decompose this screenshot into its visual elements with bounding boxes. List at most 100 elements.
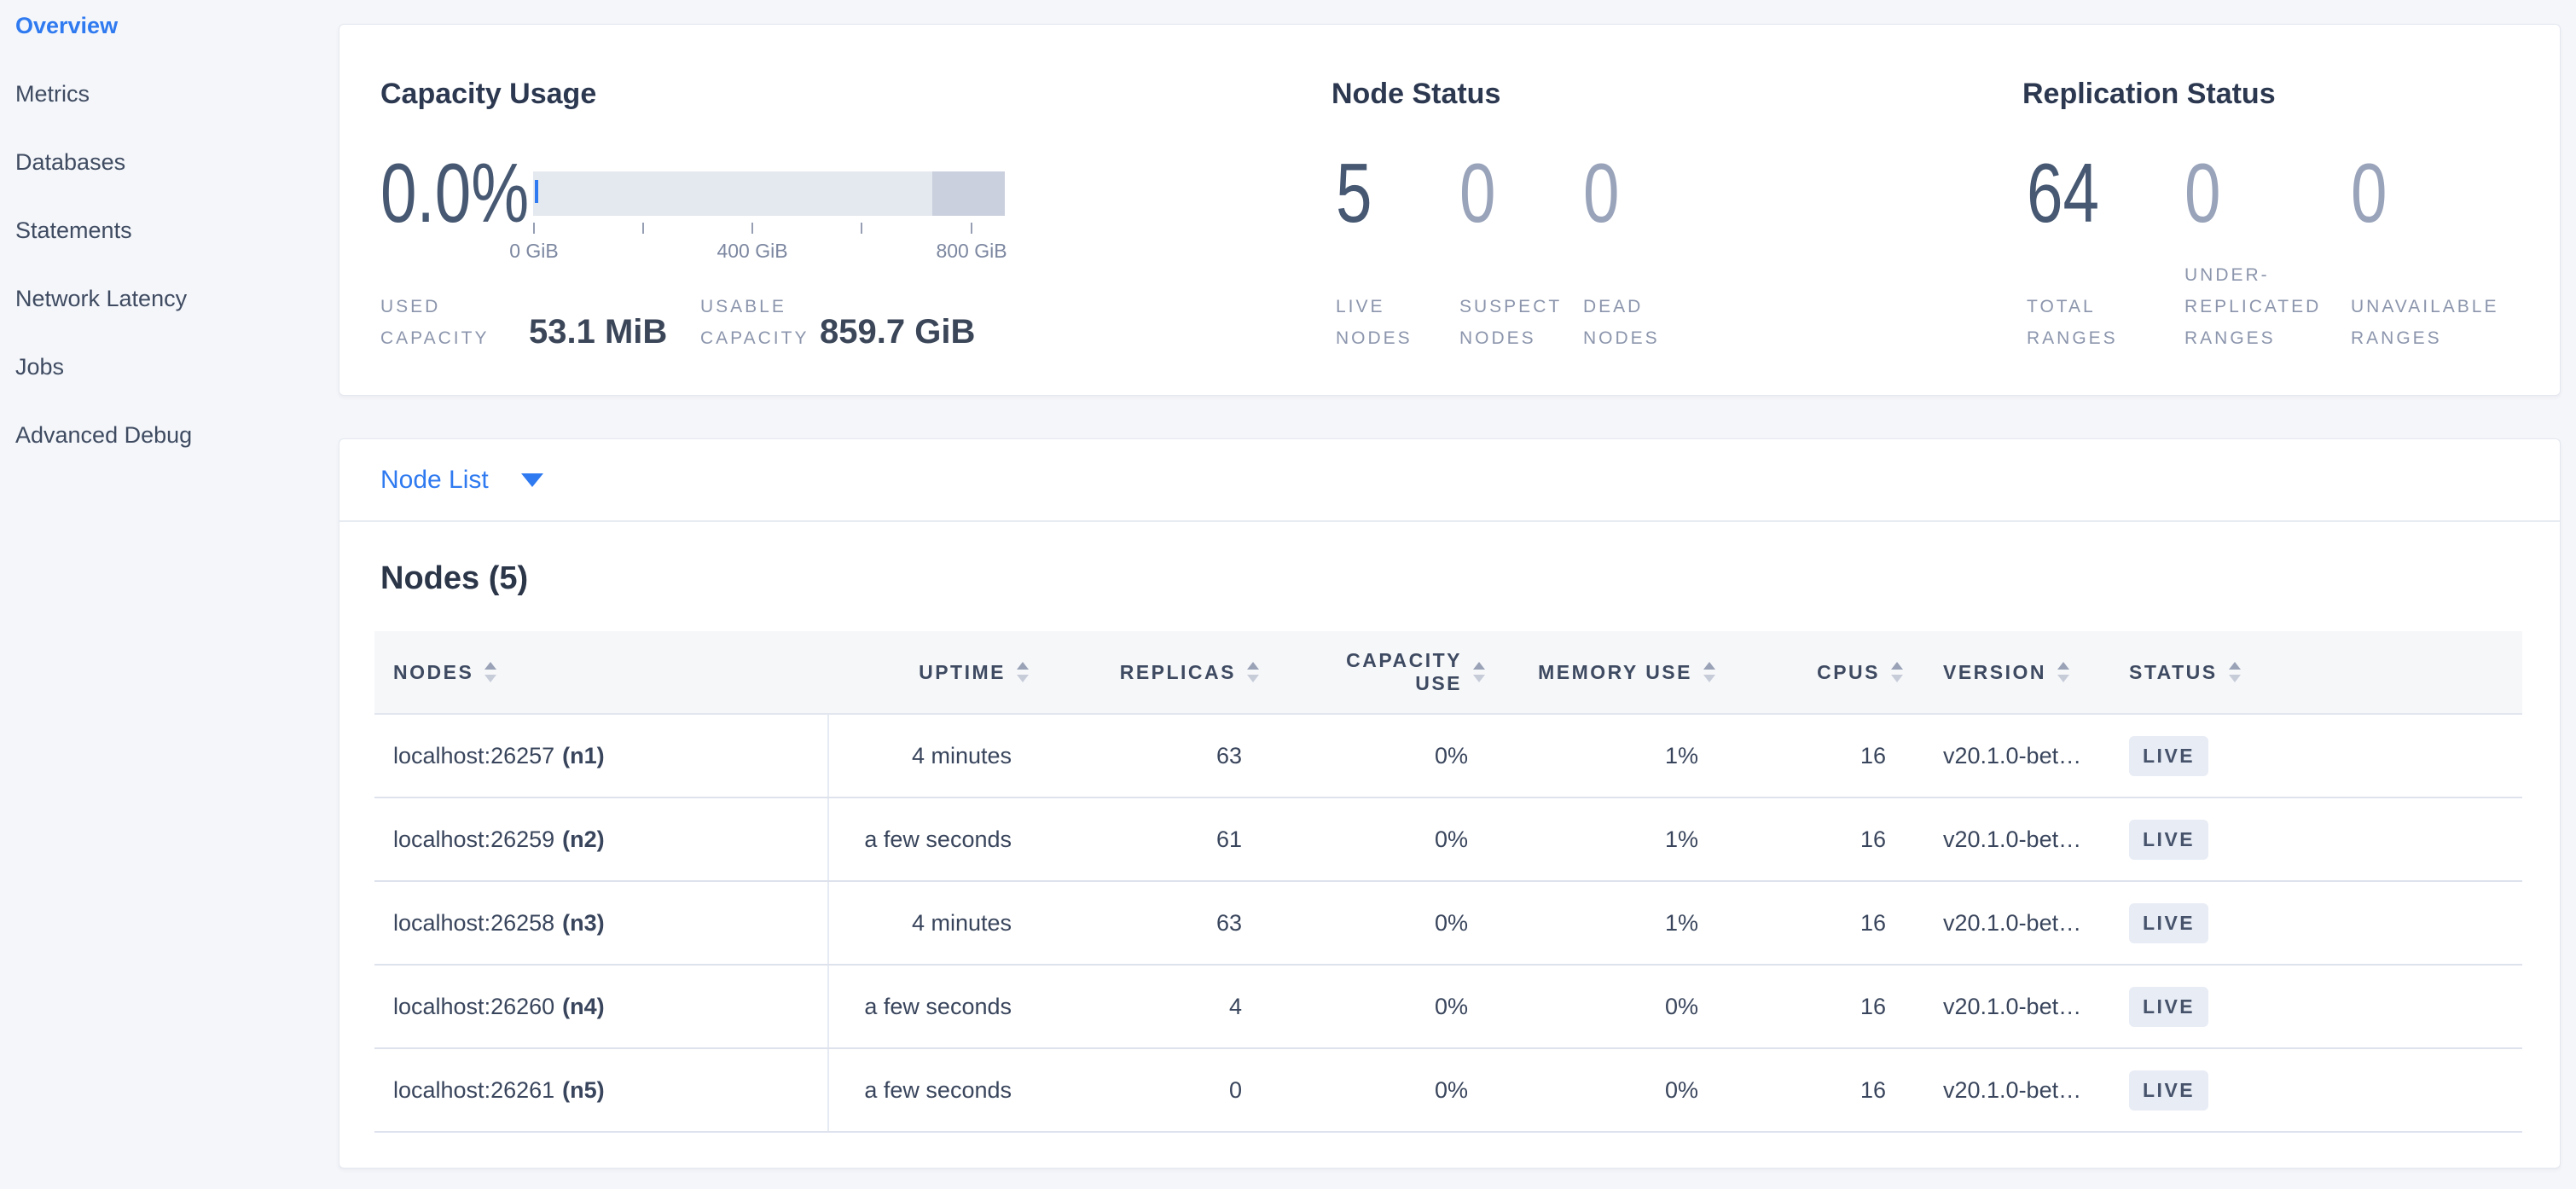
gauge-tick <box>861 223 862 234</box>
uptime-cell: a few seconds <box>864 826 1012 852</box>
sidebar-item-label: Network Latency <box>15 285 188 311</box>
capacity-usage-title: Capacity Usage <box>380 78 597 110</box>
node-id: (n4) <box>562 993 605 1019</box>
nodes-table-title: Nodes (5) <box>380 560 529 596</box>
node-id: (n3) <box>562 909 605 936</box>
dead-nodes-label: DEAD NODES <box>1583 297 1660 348</box>
status-badge: LIVE <box>2129 819 2209 860</box>
node-address: localhost:26257 <box>393 742 555 768</box>
sidebar-item[interactable]: Jobs <box>0 333 339 401</box>
live-nodes-count: 5 <box>1336 146 1372 240</box>
table-row[interactable]: localhost:26257 (n1) 4 minutes 63 0% 1% … <box>374 715 2522 798</box>
replicas-cell: 63 <box>1215 909 1242 936</box>
node-address-cell[interactable]: localhost:26260 (n4) <box>374 966 829 1047</box>
node-id: (n5) <box>562 1076 605 1103</box>
capacity-used-marker <box>535 180 538 203</box>
node-id: (n2) <box>562 826 605 852</box>
sort-icon <box>1247 662 1259 682</box>
node-address-cell[interactable]: localhost:26258 (n3) <box>374 882 829 964</box>
sort-icon <box>2057 662 2070 682</box>
live-nodes-label: LIVE NODES <box>1336 297 1413 348</box>
sort-icon <box>1703 662 1715 682</box>
nodes-table-header: NODES UPTIME REPLICAS CAPACITY USE MEMOR… <box>374 631 2522 715</box>
capacity-use-cell: 0% <box>1434 826 1468 852</box>
sidebar-item[interactable]: Advanced Debug <box>0 401 339 469</box>
uptime-cell: 4 minutes <box>911 742 1012 768</box>
sort-icon <box>1891 662 1903 682</box>
sort-icon <box>2228 662 2241 682</box>
chevron-down-icon <box>520 473 543 487</box>
used-capacity-value: 53.1 MiB <box>529 313 668 351</box>
cpus-cell: 16 <box>1859 742 1886 768</box>
node-address-cell[interactable]: localhost:26259 (n2) <box>374 798 829 880</box>
gauge-tick-label-400: 400 GiB <box>717 240 788 262</box>
table-row[interactable]: localhost:26261 (n5) a few seconds 0 0% … <box>374 1049 2522 1133</box>
unavailable-ranges-count: 0 <box>2351 146 2387 240</box>
table-row[interactable]: localhost:26258 (n3) 4 minutes 63 0% 1% … <box>374 882 2522 966</box>
column-header-replicas[interactable]: REPLICAS <box>1034 631 1264 713</box>
column-header-status[interactable]: STATUS <box>2109 631 2522 713</box>
sidebar-item-label: Statements <box>15 217 132 243</box>
column-header-nodes[interactable]: NODES <box>374 631 829 713</box>
node-address: localhost:26260 <box>393 993 555 1019</box>
sidebar-item-label: Databases <box>15 148 126 175</box>
node-address-cell[interactable]: localhost:26261 (n5) <box>374 1049 829 1131</box>
status-cell: LIVE <box>2109 882 2522 964</box>
column-header-uptime[interactable]: UPTIME <box>829 631 1034 713</box>
node-id: (n1) <box>562 742 605 768</box>
memory-use-cell: 1% <box>1664 742 1698 768</box>
sidebar-item[interactable]: Databases <box>0 128 339 196</box>
sidebar-item[interactable]: Metrics <box>0 60 339 128</box>
sort-icon <box>484 662 497 682</box>
used-capacity-label: USED CAPACITY <box>380 297 490 348</box>
version-cell: v20.1.0-bet… <box>1943 909 2082 936</box>
status-badge: LIVE <box>2129 1070 2209 1111</box>
replication-status-title: Replication Status <box>2022 78 2276 110</box>
suspect-nodes-count: 0 <box>1459 146 1496 240</box>
capacity-use-cell: 0% <box>1434 1076 1468 1103</box>
under-replicated-ranges-count: 0 <box>2184 146 2221 240</box>
column-header-cpus[interactable]: CPUS <box>1720 631 1908 713</box>
node-address: localhost:26261 <box>393 1076 555 1103</box>
gauge-tick-label-800: 800 GiB <box>936 240 1007 262</box>
sort-icon <box>1017 662 1029 682</box>
version-cell: v20.1.0-bet… <box>1943 826 2082 852</box>
replicas-cell: 4 <box>1228 993 1242 1019</box>
sidebar: Overview Metrics Databases Statements Ne… <box>0 0 339 469</box>
nodes-table: NODES UPTIME REPLICAS CAPACITY USE MEMOR… <box>374 631 2522 1133</box>
node-status-title: Node Status <box>1332 78 1501 110</box>
status-badge: LIVE <box>2129 902 2209 943</box>
sidebar-item[interactable]: Network Latency <box>0 264 339 333</box>
table-row[interactable]: localhost:26260 (n4) a few seconds 4 0% … <box>374 966 2522 1049</box>
uptime-cell: a few seconds <box>864 993 1012 1019</box>
memory-use-cell: 1% <box>1664 909 1698 936</box>
gauge-tick <box>533 223 535 234</box>
sidebar-item[interactable]: Overview <box>0 0 339 60</box>
sidebar-item[interactable]: Statements <box>0 196 339 264</box>
node-list-dropdown[interactable]: Node List <box>339 439 2560 522</box>
column-header-version[interactable]: VERSION <box>1908 631 2109 713</box>
gauge-tick <box>642 223 644 234</box>
cpus-cell: 16 <box>1859 826 1886 852</box>
capacity-use-cell: 0% <box>1434 909 1468 936</box>
nodes-table-body: localhost:26257 (n1) 4 minutes 63 0% 1% … <box>374 715 2522 1133</box>
table-row[interactable]: localhost:26259 (n2) a few seconds 61 0%… <box>374 798 2522 882</box>
status-cell: LIVE <box>2109 715 2522 797</box>
sort-icon <box>1473 662 1485 682</box>
cpus-cell: 16 <box>1859 909 1886 936</box>
sidebar-item-label: Metrics <box>15 80 90 107</box>
sidebar-item-label: Advanced Debug <box>15 421 193 448</box>
memory-use-cell: 1% <box>1664 826 1698 852</box>
total-ranges-count: 64 <box>2027 146 2100 240</box>
node-list-card: Node List Nodes (5) NODES UPTIME REPLICA… <box>339 438 2561 1169</box>
cpus-cell: 16 <box>1859 993 1886 1019</box>
under-replicated-ranges-label: UNDER-REPLICATED RANGES <box>2184 265 2322 348</box>
column-header-memory-use[interactable]: MEMORY USE <box>1490 631 1720 713</box>
status-badge: LIVE <box>2129 735 2209 776</box>
column-header-capacity-use[interactable]: CAPACITY USE <box>1264 631 1490 713</box>
status-cell: LIVE <box>2109 966 2522 1047</box>
sidebar-item-label: Overview <box>15 12 119 38</box>
usable-capacity-value: 859.7 GiB <box>820 313 976 351</box>
node-address-cell[interactable]: localhost:26257 (n1) <box>374 715 829 797</box>
uptime-cell: 4 minutes <box>911 909 1012 936</box>
